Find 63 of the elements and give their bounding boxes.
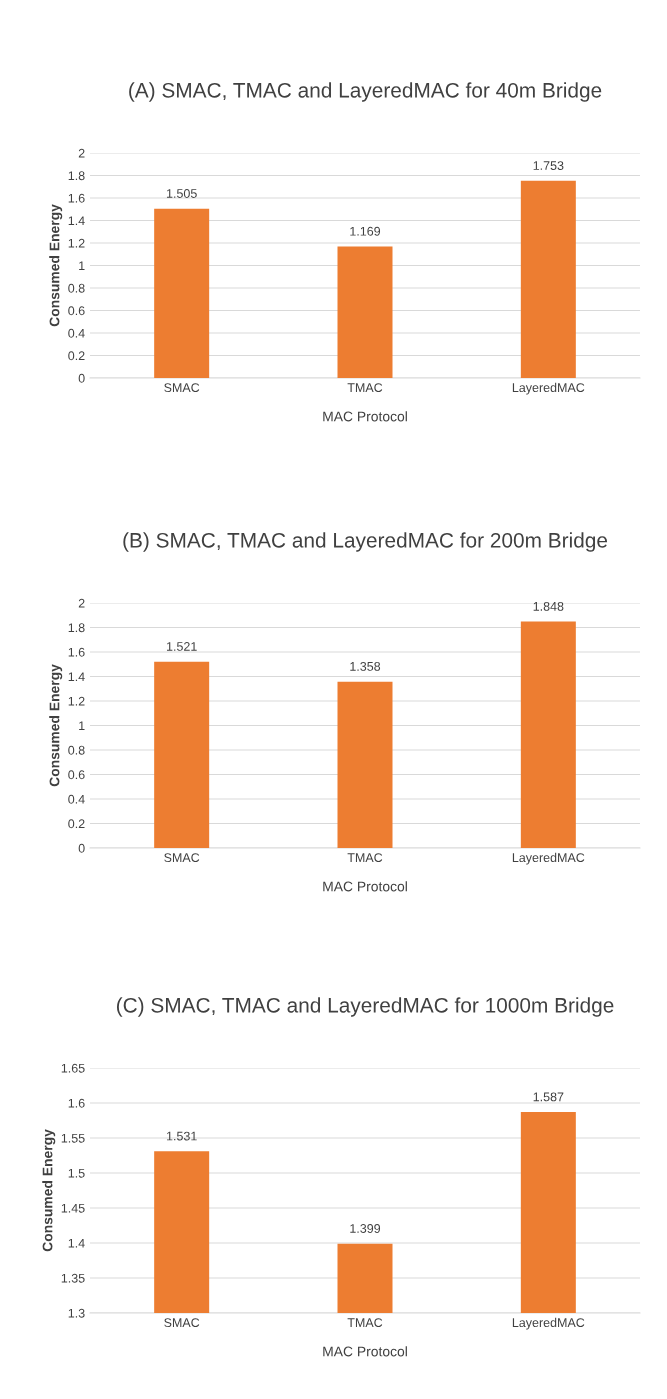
data-label: 1.521 [166, 642, 197, 651]
x-tick-label: TMAC [347, 383, 383, 393]
y-axis-title: Consumed Energy [49, 204, 63, 327]
bar [154, 661, 210, 848]
x-tick-label: SMAC [164, 853, 200, 863]
bar [337, 246, 393, 378]
x-tick-label: SMAC [164, 1318, 200, 1328]
x-axis-title: MAC Protocol [323, 411, 407, 422]
y-tick-label: 0.4 [68, 328, 85, 338]
y-tick-label: 1.6 [68, 1098, 85, 1108]
bar [520, 621, 576, 848]
y-tick-label: 0 [78, 843, 85, 853]
y-tick-label: 2 [78, 598, 85, 608]
chart-title: (B) SMAC, TMAC and LayeredMAC for 200m Bridge [123, 532, 608, 552]
bar [154, 208, 210, 378]
y-tick-label: 0.2 [68, 351, 85, 361]
y-tick-label: 1.5 [68, 1168, 85, 1178]
y-tick-label: 1.55 [61, 1133, 85, 1143]
y-tick-label: 1.8 [68, 171, 85, 181]
x-tick-label: TMAC [347, 853, 383, 863]
y-axis-title: Consumed Energy [49, 664, 63, 787]
data-label: 1.531 [166, 1131, 197, 1141]
y-tick-label: 1.45 [61, 1203, 85, 1213]
y-tick-label: 0.4 [68, 794, 85, 804]
data-label: 1.169 [350, 226, 381, 236]
y-tick-label: 1.3 [68, 1308, 85, 1318]
data-label: 1.358 [350, 661, 381, 671]
chart-title: (A) SMAC, TMAC and LayeredMAC for 40m Bridge [129, 82, 602, 102]
y-tick-label: 0.8 [68, 283, 85, 293]
y-tick-label: 0 [78, 373, 85, 383]
x-tick-label: SMAC [164, 383, 200, 393]
bar [520, 180, 576, 378]
data-label: 1.505 [166, 189, 197, 198]
y-tick-label: 0.2 [68, 819, 85, 829]
x-axis-title: MAC Protocol [323, 1346, 407, 1357]
y-tick-label: 2 [78, 148, 85, 158]
y-tick-label: 1.4 [68, 216, 85, 226]
x-axis-title: MAC Protocol [323, 881, 407, 892]
y-tick-label: 0.6 [68, 306, 85, 316]
data-label: 1.848 [533, 601, 564, 611]
data-label: 1.587 [533, 1092, 564, 1102]
y-tick-label: 1.2 [68, 238, 85, 248]
y-tick-label: 1.8 [68, 623, 85, 633]
y-tick-label: 0.8 [68, 745, 85, 755]
x-tick-label: LayeredMAC [512, 382, 585, 395]
bar [337, 681, 393, 848]
y-tick-label: 0.6 [68, 770, 85, 780]
y-tick-label: 1 [79, 261, 85, 271]
y-tick-label: 1.4 [68, 1238, 85, 1248]
y-tick-label: 1.35 [61, 1273, 85, 1283]
x-tick-label: TMAC [347, 1318, 383, 1328]
y-tick-label: 1.2 [68, 696, 85, 706]
data-label: 1.753 [533, 161, 564, 170]
y-tick-label: 1.65 [61, 1063, 85, 1073]
x-tick-label: LayeredMAC [512, 1317, 585, 1330]
y-axis-title: Consumed Energy [42, 1129, 56, 1252]
y-tick-label: 1.6 [68, 193, 85, 203]
chart-title: (C) SMAC, TMAC and LayeredMAC for 1000m Bridge [116, 997, 614, 1017]
x-tick-label: LayeredMAC [512, 852, 585, 865]
data-label: 1.399 [350, 1224, 381, 1233]
y-tick-label: 1.6 [68, 647, 85, 657]
y-tick-label: 1.4 [68, 672, 85, 682]
y-tick-label: 1 [79, 721, 85, 731]
